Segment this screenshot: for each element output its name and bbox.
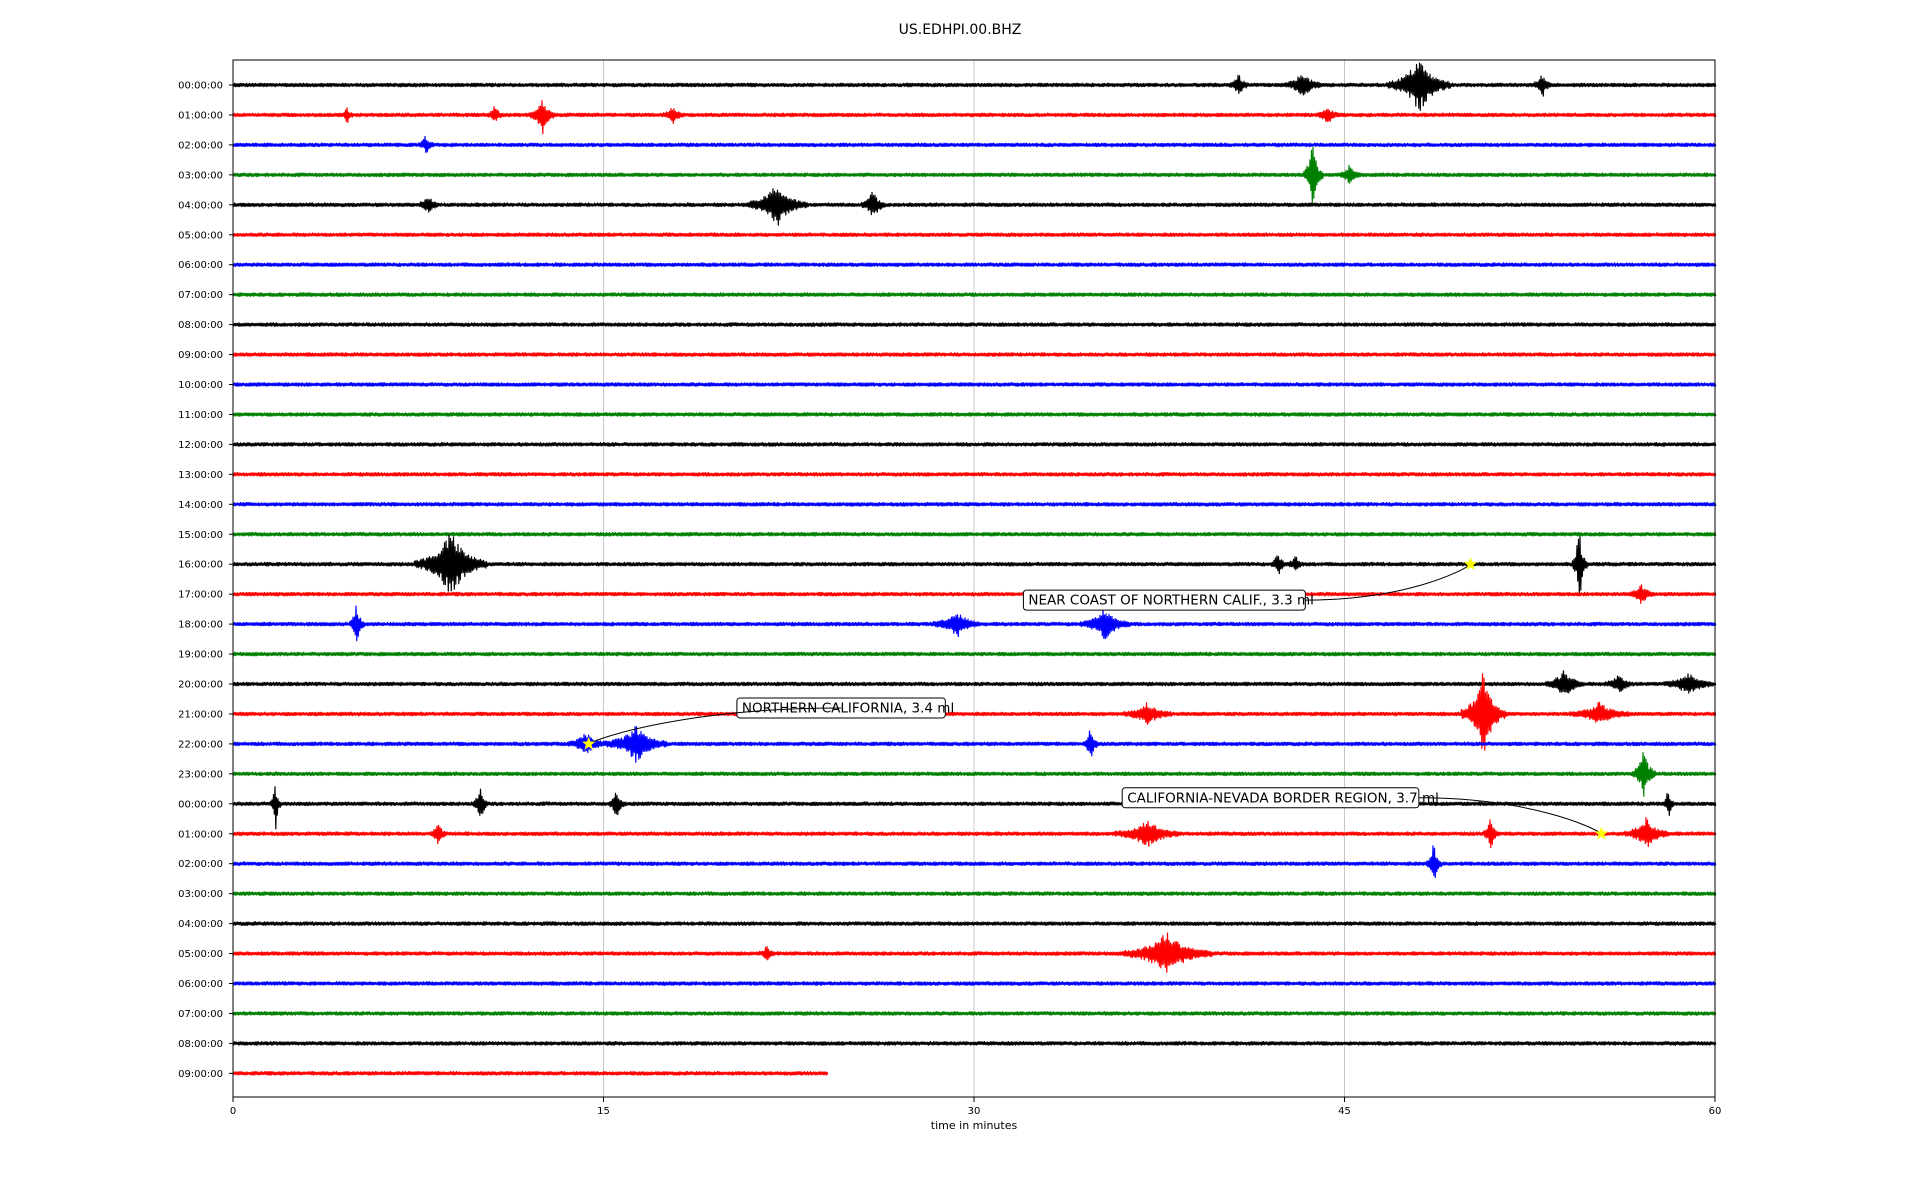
trace-row	[232, 726, 1717, 763]
row-time-label: 03:00:00	[178, 889, 223, 900]
row-time-label: 12:00:00	[178, 440, 223, 451]
event-annotation: NEAR COAST OF NORTHERN CALIF., 3.3 ml	[1022, 589, 1314, 611]
row-time-label: 02:00:00	[178, 140, 223, 151]
trace-row	[232, 135, 1717, 154]
event-connector	[588, 707, 842, 745]
row-time-label: 15:00:00	[178, 530, 223, 541]
row-time-label: 07:00:00	[178, 290, 223, 301]
event-annotation: NORTHERN CALIFORNIA, 3.4 ml	[736, 697, 954, 719]
x-tick-label: 60	[1709, 1106, 1722, 1117]
row-time-label: 18:00:00	[178, 620, 223, 631]
trace-row	[232, 605, 1717, 642]
row-time-label: 01:00:00	[178, 829, 223, 840]
row-time-label: 10:00:00	[178, 380, 223, 391]
event-star-marker	[582, 736, 596, 750]
trace-row	[232, 786, 1717, 830]
row-time-label: 19:00:00	[178, 650, 223, 661]
row-time-label: 17:00:00	[178, 590, 223, 601]
trace-row	[232, 531, 1717, 537]
trace-row	[232, 845, 1717, 879]
row-time-label: 06:00:00	[178, 979, 223, 990]
row-time-label: 08:00:00	[178, 1039, 223, 1050]
trace-row	[232, 442, 1717, 447]
event-label: NEAR COAST OF NORTHERN CALIF., 3.3 ml	[1028, 593, 1314, 609]
trace-row	[232, 921, 1717, 926]
x-axis-ticks: 0 15 30 45 60	[230, 1097, 1722, 1117]
row-time-label: 01:00:00	[178, 110, 223, 121]
trace-row	[232, 352, 1717, 357]
event-label: NORTHERN CALIFORNIA, 3.4 ml	[742, 700, 954, 716]
row-labels: 00:00:00 01:00:00 02:00:00 03:00:00 04:00:00…	[178, 81, 233, 1080]
trace-row	[232, 262, 1717, 268]
trace-row	[232, 981, 1717, 986]
trace-row	[232, 932, 1717, 973]
plot-frame	[232, 59, 1716, 1098]
trace-row	[232, 1071, 829, 1076]
trace-row	[232, 146, 1717, 204]
row-time-label: 00:00:00	[178, 799, 223, 810]
row-time-label: 04:00:00	[178, 919, 223, 930]
grid-lines	[603, 60, 1345, 1097]
row-time-label: 09:00:00	[178, 350, 223, 361]
row-time-label: 23:00:00	[178, 769, 223, 780]
trace-row	[232, 651, 1717, 657]
trace-row	[232, 501, 1717, 507]
trace-row	[232, 100, 1717, 135]
row-time-label: 03:00:00	[178, 170, 223, 181]
row-time-label: 22:00:00	[178, 739, 223, 750]
row-time-label: 06:00:00	[178, 260, 223, 271]
trace-row	[232, 891, 1717, 896]
event-star-marker	[1594, 826, 1608, 840]
trace-row	[232, 412, 1717, 417]
event-annotations: NEAR COAST OF NORTHERN CALIF., 3.3 ml NOR…	[582, 557, 1608, 840]
x-tick-label: 0	[230, 1106, 236, 1117]
event-star-marker	[1463, 557, 1478, 570]
row-time-label: 00:00:00	[178, 81, 223, 92]
chart-title: US.EDHPI.00.BHZ	[898, 22, 1022, 38]
row-time-label: 16:00:00	[178, 560, 223, 571]
row-time-label: 05:00:00	[178, 230, 223, 241]
trace-rows	[232, 62, 1717, 1076]
trace-row	[232, 322, 1717, 327]
trace-row	[232, 673, 1717, 751]
row-time-label: 08:00:00	[178, 320, 223, 331]
row-time-label: 20:00:00	[178, 680, 223, 691]
row-time-label: 13:00:00	[178, 470, 223, 481]
row-time-label: 21:00:00	[178, 709, 223, 720]
trace-row	[232, 1041, 1717, 1046]
trace-row	[232, 62, 1717, 111]
trace-row	[232, 670, 1717, 694]
x-axis-label: time in minutes	[930, 1119, 1018, 1132]
trace-row	[232, 382, 1717, 387]
trace-row	[232, 817, 1717, 849]
x-tick-label: 30	[968, 1106, 981, 1117]
event-label: CALIFORNIA-NEVADA BORDER REGION, 3.7 ml	[1127, 790, 1439, 806]
trace-row	[232, 584, 1717, 604]
event-annotation: CALIFORNIA-NEVADA BORDER REGION, 3.7 ml	[1121, 787, 1439, 809]
row-time-label: 02:00:00	[178, 859, 223, 870]
trace-row	[232, 1011, 1717, 1016]
trace-row	[232, 752, 1717, 797]
trace-row	[232, 472, 1717, 477]
row-time-label: 09:00:00	[178, 1069, 223, 1080]
row-time-label: 14:00:00	[178, 500, 223, 511]
x-tick-label: 45	[1338, 1106, 1351, 1117]
row-time-label: 07:00:00	[178, 1009, 223, 1020]
row-time-label: 05:00:00	[178, 949, 223, 960]
trace-row	[232, 232, 1717, 238]
trace-row	[232, 292, 1717, 297]
row-time-label: 11:00:00	[178, 410, 223, 421]
row-time-label: 04:00:00	[178, 200, 223, 211]
event-connector	[1305, 563, 1471, 601]
event-connector	[1418, 797, 1602, 835]
x-tick-label: 15	[597, 1106, 610, 1117]
trace-row	[232, 188, 1717, 226]
